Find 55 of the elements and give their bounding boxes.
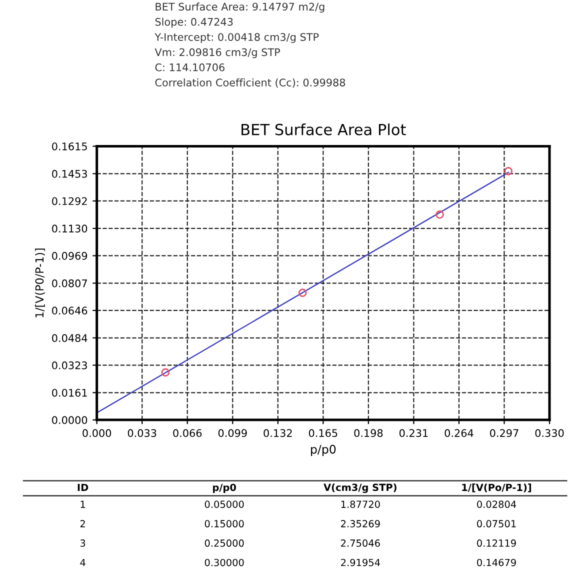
y-tick-label: 0.1453: [52, 170, 87, 178]
y-tick-label: 0.1615: [52, 142, 87, 150]
text: 4: [80, 558, 86, 566]
x-tick-label: 0.198: [354, 429, 383, 438]
text: p/p0: [213, 484, 236, 493]
x-tick-label: 0.330: [535, 429, 564, 438]
text: 1: [80, 500, 85, 508]
text: 0.14679: [477, 558, 516, 566]
x-tick-label: 0.264: [444, 429, 474, 438]
y-tick-label: 0.0969: [52, 252, 88, 260]
text: 0.05000: [204, 500, 244, 508]
x-tick-label: 0.297: [490, 429, 518, 438]
text: Y-Intercept: 0.00418 cm3/g STP: [154, 33, 319, 43]
text: 2.35269: [341, 520, 380, 528]
text: 2.91954: [341, 558, 380, 566]
text: Correlation Coefficient (Cc): 0.99988: [155, 78, 346, 88]
x-tick-label: 0.231: [399, 429, 428, 438]
x-tick-label: 0.033: [128, 429, 156, 438]
y-tick-label: 0.1130: [52, 224, 88, 233]
text: Slope: 0.47243: [155, 18, 233, 28]
x-tick-label: 0.132: [264, 429, 292, 438]
text: 0.12119: [477, 539, 516, 547]
text: 3: [80, 539, 86, 547]
chart-title: BET Surface Area Plot: [242, 124, 406, 136]
y-tick-label: 0.0161: [52, 388, 87, 397]
x-tick-label: 0.000: [82, 429, 112, 438]
x-tick-label: 0.165: [308, 429, 338, 438]
text: Vm: 2.09816 cm3/g STP: [154, 48, 280, 58]
y-tick-label: 0.0646: [52, 306, 88, 315]
x-axis-title: p/p0: [311, 444, 336, 456]
x-tick-label: 0.066: [173, 429, 202, 438]
y-tick-label: 0.0807: [52, 279, 87, 288]
text: 0.25000: [204, 539, 244, 547]
text: BET Surface Area: 9.14797 m2/g: [156, 2, 324, 13]
text: V(cm3/g STP): [324, 484, 396, 493]
text: 0.15000: [204, 520, 244, 528]
text: 0.30000: [204, 558, 244, 566]
y-tick-label: 0.0323: [52, 361, 87, 370]
text: ID: [78, 484, 88, 491]
y-axis-title: 1/[V(P0/P-1)]: [35, 248, 45, 318]
text: 0.07501: [477, 520, 516, 528]
text: 2: [80, 520, 85, 528]
text: 0.02804: [477, 500, 516, 508]
point: [298, 288, 307, 297]
x-tick-label: 0.099: [218, 429, 247, 438]
text: 1/[V(Po/P-1)]: [462, 484, 532, 492]
y-tick-label: 0.0000: [52, 416, 88, 424]
point: [436, 210, 444, 219]
y-tick-label: 0.0484: [52, 334, 88, 342]
y-tick-label: 0.1292: [52, 197, 87, 206]
point: [504, 166, 513, 176]
point: [161, 368, 170, 377]
text: C: 114.10706: [155, 63, 224, 72]
text: 1.87720: [341, 500, 380, 508]
text: 2.75046: [341, 539, 380, 547]
